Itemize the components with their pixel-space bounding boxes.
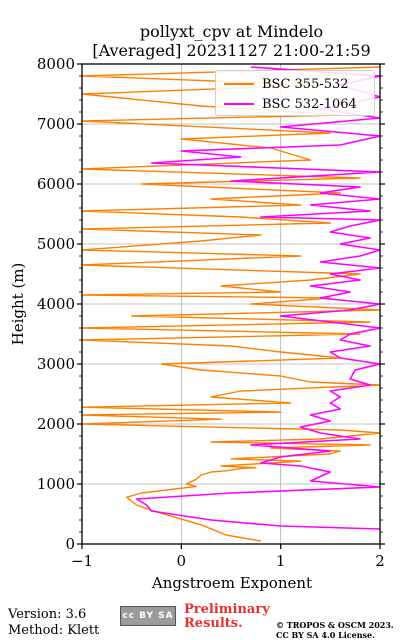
method-text: Method: Klett xyxy=(8,623,100,638)
x-tick-label-3: 2 xyxy=(375,552,385,570)
x-tick-label-2: 1 xyxy=(276,552,286,570)
legend-swatch-bsc-532-1064 xyxy=(224,103,254,105)
copyright-line1: © TROPOS & OSCM 2023. xyxy=(276,620,394,630)
y-tick-label-8000: 8000 xyxy=(37,55,75,73)
chart-legend: BSC 355-532 BSC 532-1064 xyxy=(215,70,375,116)
preliminary-line2: Results. xyxy=(184,616,243,631)
copyright-line2: CC BY SA 4.0 License. xyxy=(276,630,375,640)
y-tick-label-1000: 1000 xyxy=(37,475,75,493)
y-tick-label-2000: 2000 xyxy=(37,415,75,433)
version-text: Version: 3.6 xyxy=(8,607,87,622)
y-tick-label-3000: 3000 xyxy=(37,355,75,373)
preliminary-results-note: Preliminary Results. xyxy=(184,603,270,631)
chart-title-line1: pollyxt_cpv at Mindelo xyxy=(139,22,324,41)
preliminary-line1: Preliminary xyxy=(184,602,270,617)
y-tick-label-5000: 5000 xyxy=(37,235,75,253)
x-tick-label-1: 0 xyxy=(177,552,187,570)
chart-title-line2: [Averaged] 20231127 21:00-21:59 xyxy=(92,41,371,60)
copyright-note: © TROPOS & OSCM 2023. CC BY SA 4.0 Licen… xyxy=(276,620,394,640)
footer-info: Version: 3.6 Method: Klett xyxy=(8,607,99,639)
y-tick-label-4000: 4000 xyxy=(37,295,75,313)
x-tick-label-0: −1 xyxy=(71,552,93,570)
series-line-bsc-355-532 xyxy=(82,66,380,542)
legend-entry-bsc-532-1064: BSC 532-1064 xyxy=(224,95,357,113)
legend-label-bsc-355-532: BSC 355-532 xyxy=(262,76,349,92)
y-tick-label-0: 0 xyxy=(65,535,75,553)
legend-label-bsc-532-1064: BSC 532-1064 xyxy=(262,96,357,112)
x-axis-label: Angstroem Exponent xyxy=(151,574,312,592)
series-line-bsc-532-1064 xyxy=(135,66,380,530)
y-tick-label-6000: 6000 xyxy=(37,175,75,193)
y-axis-label: Height (m) xyxy=(9,263,27,346)
cc-license-badge-icon: cc BY SA xyxy=(120,606,176,626)
legend-entry-bsc-355-532: BSC 355-532 xyxy=(224,75,349,93)
y-tick-label-7000: 7000 xyxy=(37,115,75,133)
legend-swatch-bsc-355-532 xyxy=(224,83,254,85)
